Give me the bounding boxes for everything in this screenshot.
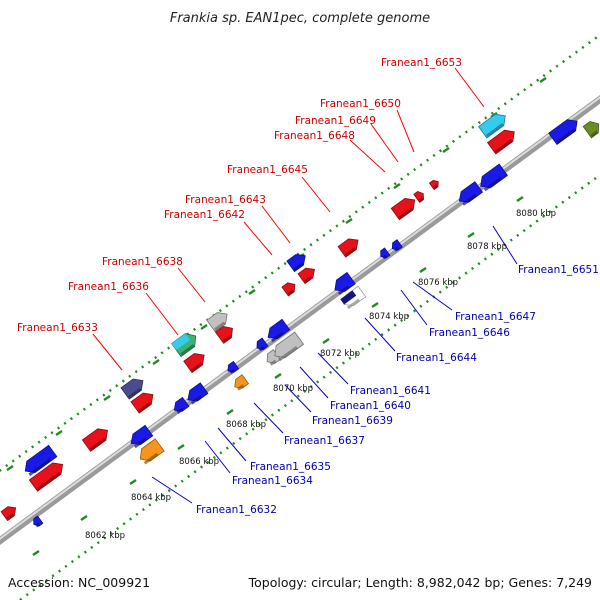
gene-arrow[interactable]: [130, 389, 157, 414]
gene-label[interactable]: Franean1_6648: [274, 130, 355, 142]
gene-arrow[interactable]: [171, 396, 190, 414]
gene-label[interactable]: Franean1_6645: [227, 164, 308, 176]
gene-label[interactable]: Franean1_6651: [518, 264, 599, 276]
gene-arrow[interactable]: [477, 163, 508, 192]
gene-arrow[interactable]: [413, 190, 426, 203]
gene-arrow[interactable]: [270, 331, 305, 362]
gene-arrow[interactable]: [127, 424, 154, 449]
gene-label[interactable]: Franean1_6643: [185, 194, 266, 206]
gene-label[interactable]: Franean1_6635: [250, 461, 331, 473]
gene-label[interactable]: Franean1_6637: [284, 435, 365, 447]
gene-arrow[interactable]: [337, 235, 362, 258]
gene-arrow[interactable]: [455, 181, 484, 207]
scale-label: 8068 kbp: [226, 420, 266, 430]
gene-arrow[interactable]: [120, 375, 147, 400]
gene-arrow[interactable]: [254, 337, 269, 352]
gene-arrow[interactable]: [264, 349, 281, 367]
gene-arrow[interactable]: [183, 349, 208, 374]
gene-arrow[interactable]: [136, 438, 165, 465]
gene-arrow[interactable]: [378, 247, 391, 260]
gene-layer: [0, 110, 600, 528]
gene-label[interactable]: Franean1_6647: [455, 311, 536, 323]
gene-arrow[interactable]: [225, 360, 240, 374]
gene-arrow[interactable]: [21, 444, 58, 477]
gene-arrow[interactable]: [582, 118, 600, 139]
scale-label: 8080 kbp: [516, 209, 556, 219]
gene-label[interactable]: Franean1_6646: [429, 327, 510, 339]
gene-arrow[interactable]: [390, 239, 403, 253]
gene-label[interactable]: Franean1_6650: [320, 98, 401, 110]
gene-label[interactable]: Franean1_6649: [295, 115, 376, 127]
gene-arrow[interactable]: [0, 503, 19, 522]
gene-arrow[interactable]: [281, 280, 298, 297]
gene-arrow[interactable]: [390, 194, 419, 221]
gene-arrow[interactable]: [28, 459, 66, 492]
gene-arrow[interactable]: [297, 264, 318, 285]
gene-arrow[interactable]: [331, 271, 356, 295]
scale-label: 8062 kbp: [85, 531, 125, 541]
gene-arrow[interactable]: [548, 116, 581, 146]
gene-arrow[interactable]: [232, 374, 250, 392]
scale-label: 8076 kbp: [418, 278, 458, 288]
gene-label[interactable]: Franean1_6633: [17, 322, 98, 334]
scale-label: 8074 kbp: [369, 312, 409, 322]
gene-label[interactable]: Franean1_6644: [396, 352, 477, 364]
gene-label[interactable]: Franean1_6634: [232, 475, 313, 487]
accession-text: Accession: NC_009921: [8, 575, 150, 590]
gene-arrow[interactable]: [428, 178, 440, 191]
gene-arrow[interactable]: [487, 126, 519, 155]
gene-arrow[interactable]: [286, 250, 309, 273]
gene-label[interactable]: Franean1_6640: [330, 400, 411, 412]
gene-arrow[interactable]: [340, 285, 367, 310]
scale-label: 8070 kbp: [273, 384, 313, 394]
gene-label-layer: Franean1_6633 Franean1_6636 Franean1_6638 F…: [17, 57, 599, 516]
gene-arrow[interactable]: [478, 110, 510, 139]
label-leader-lines: [92, 67, 518, 504]
page-title: Frankia sp. EAN1pec, complete genome: [170, 11, 430, 26]
gene-label[interactable]: Franean1_6653: [381, 57, 462, 69]
genome-summary-text: Topology: circular; Length: 8,982,042 bp…: [248, 575, 592, 590]
gene-arrow[interactable]: [31, 515, 44, 528]
scale-label: 8078 kbp: [467, 242, 507, 252]
gene-label[interactable]: Franean1_6639: [312, 415, 393, 427]
gene-arrow[interactable]: [264, 318, 291, 343]
gene-label[interactable]: Franean1_6641: [350, 385, 431, 397]
gene-label[interactable]: Franean1_6642: [164, 209, 245, 221]
scale-label: 8072 kbp: [320, 349, 360, 359]
gene-arrow[interactable]: [184, 382, 209, 405]
gene-arrow[interactable]: [81, 425, 111, 452]
gene-arrow[interactable]: [206, 308, 231, 333]
scale-labels: 8062 kbp 8064 kbp 8066 kbp 8068 kbp 8070 kbp…: [85, 209, 556, 541]
genome-backbone: [0, 95, 600, 545]
scale-label: 8066 kbp: [179, 457, 219, 467]
gene-label[interactable]: Franean1_6632: [196, 504, 277, 516]
gene-arrow[interactable]: [171, 329, 201, 358]
gene-arrow[interactable]: [214, 323, 236, 344]
scale-label: 8064 kbp: [131, 493, 171, 503]
gene-label[interactable]: Franean1_6636: [68, 281, 149, 293]
gene-label[interactable]: Franean1_6638: [102, 256, 183, 268]
